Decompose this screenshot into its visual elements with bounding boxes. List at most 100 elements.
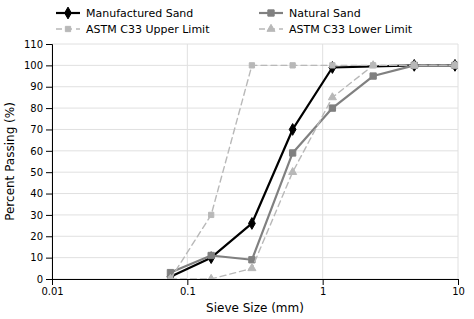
series-point [329,105,335,111]
series-point [289,168,297,175]
y-grid-line [52,172,458,173]
plot-area: 0.010.11100102030405060708090100110Sieve… [3,39,465,315]
legend-label: ASTM C33 Lower Limit [289,23,413,36]
y-tick-label: 30 [30,210,43,221]
series-point [290,63,295,68]
y-tick-label: 80 [30,103,43,114]
y-tick-mark [46,87,52,88]
series-point [289,150,295,156]
series-line [170,65,455,279]
x-tick-label: 0.01 [41,286,63,297]
legend-item: ASTM C33 Lower Limit [259,23,413,36]
legend-item: ASTM C33 Upper Limit [56,23,210,36]
y-tick-label: 110 [24,39,43,50]
series-line [170,65,455,279]
series-point [208,252,215,264]
series-point [249,218,256,230]
y-grid-line [52,150,458,151]
series-point [249,63,254,68]
legend-marker [267,24,275,31]
series-point [369,61,377,68]
y-tick: 110 [24,39,52,50]
y-tick-label: 100 [24,60,43,71]
series-point [166,274,174,279]
series-point [370,73,376,79]
series-point [451,61,458,68]
series-point [410,61,418,68]
legend-label: Natural Sand [289,7,361,20]
y-tick-mark [46,65,52,66]
y-tick: 40 [30,188,52,199]
y-tick: 30 [30,210,52,221]
y-tick-label: 90 [30,81,43,92]
series-point [328,93,336,100]
series-point [207,274,215,279]
x-axis-title: Sieve Size (mm) [206,301,304,315]
x-grid-line [322,44,323,279]
y-tick: 50 [30,167,52,178]
y-axis: 0 10 20 30 40 50 60 70 80 90 100 110 [24,39,53,285]
x-tick-label: 10 [452,286,465,297]
y-tick-mark [46,44,52,45]
y-tick-label: 20 [30,231,43,242]
grid [52,44,458,279]
y-tick-mark [46,194,52,195]
legend-marker [65,7,72,19]
x-axis-line [53,280,459,286]
y-grid-line [52,193,458,194]
series-point [248,264,256,271]
y-tick: 70 [30,124,52,135]
marks [166,59,458,279]
y-tick-mark [46,108,52,109]
legend-marker [268,10,274,16]
series [168,63,458,279]
y-tick-label: 40 [30,188,43,199]
y-tick-mark [46,258,52,259]
x-tick: 0.01 [41,279,63,297]
chart: 0.010.11100102030405060708090100110Sieve… [0,0,474,319]
x-grid-line [187,44,188,279]
y-grid-line [52,86,458,87]
legend-item: Natural Sand [259,7,361,20]
y-tick-label: 60 [30,146,43,157]
x-tick-mark [187,279,188,285]
y-tick-label: 70 [30,124,43,135]
y-tick: 10 [30,252,52,263]
y-axis-line [46,45,53,280]
x-tick: 10 [452,279,465,297]
y-tick-mark [46,172,52,173]
series-point [209,212,214,217]
y-tick: 100 [24,60,52,71]
y-tick-mark [46,129,52,130]
y-axis-title: Percent Passing (%) [3,102,17,221]
legend-item: Manufactured Sand [56,7,193,20]
legend-label: Manufactured Sand [86,7,193,20]
series-line [170,65,455,272]
y-tick: 80 [30,103,52,114]
series-point [289,124,296,136]
x-tick-label: 0.1 [180,286,196,297]
x-tick-label: 1 [320,286,326,297]
legend-label: ASTM C33 Upper Limit [86,23,210,36]
y-tick: 20 [30,231,52,242]
x-tick-mark [458,279,459,285]
series [167,59,458,279]
y-tick: 0 [37,274,52,285]
series [167,62,458,276]
y-tick-label: 50 [30,167,43,178]
y-tick: 60 [30,146,52,157]
series [166,61,458,279]
legend: Manufactured Sand Natural Sand ASTM C33 Up… [56,7,413,36]
y-grid-line [52,236,458,237]
series-point [411,59,418,71]
y-tick-mark [46,151,52,152]
series-point [330,63,335,68]
y-tick-mark [46,215,52,216]
y-tick-mark [46,236,52,237]
y-grid-line [52,129,458,130]
series-point [452,59,458,71]
y-grid-line [52,108,458,109]
legend-marker [65,26,70,31]
series-line [170,65,455,277]
y-tick-label: 0 [37,274,43,285]
